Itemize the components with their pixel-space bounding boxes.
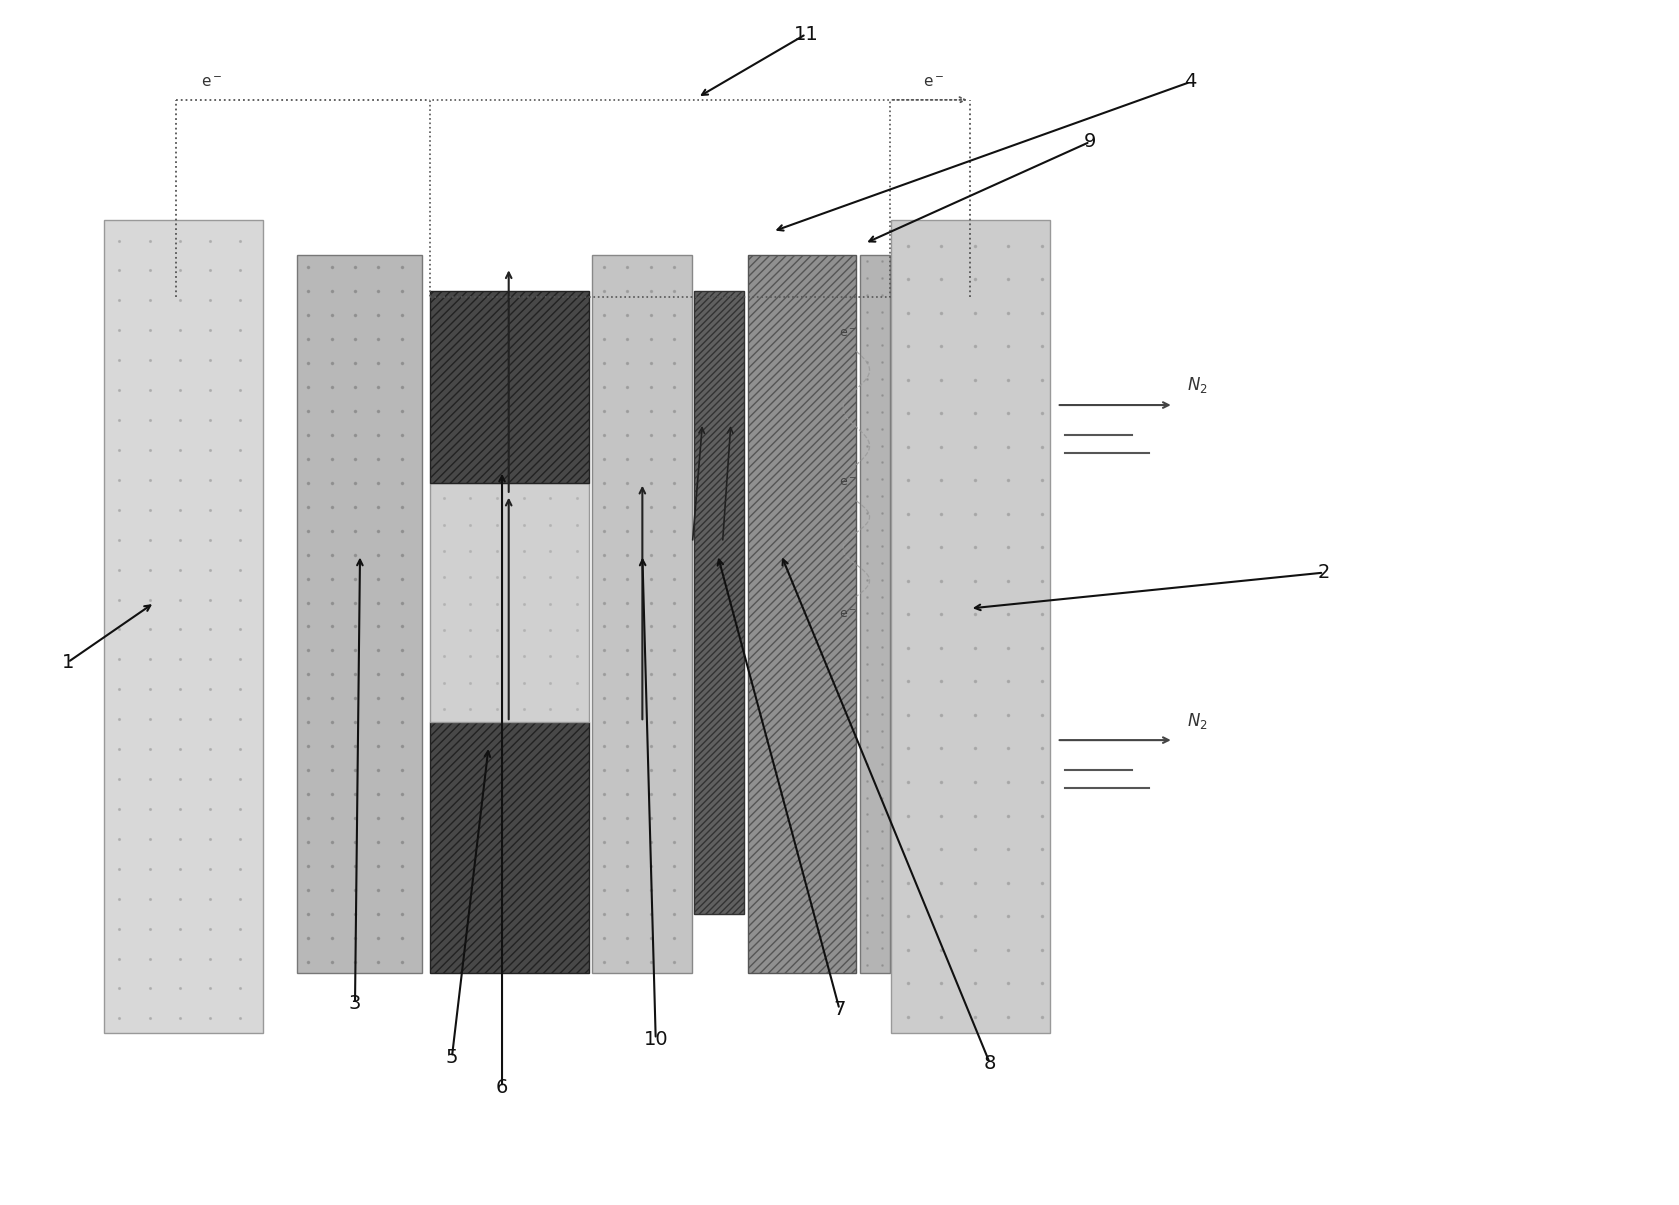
Bar	[892, 219, 1049, 1034]
Text: 4: 4	[1184, 72, 1197, 92]
Text: e$^-$: e$^-$	[201, 76, 223, 90]
Text: 3: 3	[349, 994, 361, 1013]
Text: 9: 9	[1085, 133, 1096, 152]
Bar	[747, 255, 856, 974]
Bar	[860, 255, 890, 974]
Text: 2: 2	[1318, 563, 1330, 582]
Text: e$^-$: e$^-$	[840, 609, 858, 621]
Bar	[297, 255, 421, 974]
Text: 8: 8	[984, 1053, 996, 1072]
Bar	[430, 292, 589, 483]
Text: e$^-$: e$^-$	[840, 327, 858, 340]
Bar	[430, 100, 890, 298]
Text: 1: 1	[62, 653, 74, 672]
Text: 7: 7	[833, 1000, 846, 1019]
Bar	[693, 292, 744, 913]
Bar	[104, 219, 264, 1034]
Text: 11: 11	[794, 24, 818, 43]
Bar	[430, 483, 589, 722]
Text: e$^-$: e$^-$	[840, 476, 858, 489]
Text: e$^-$: e$^-$	[923, 76, 945, 90]
Text: $N_2$: $N_2$	[1187, 711, 1207, 730]
Text: 10: 10	[643, 1030, 668, 1048]
Text: $N_2$: $N_2$	[1187, 376, 1207, 395]
Text: 5: 5	[445, 1047, 458, 1066]
Bar	[593, 255, 692, 974]
Bar	[430, 722, 589, 974]
Text: 6: 6	[495, 1077, 509, 1097]
